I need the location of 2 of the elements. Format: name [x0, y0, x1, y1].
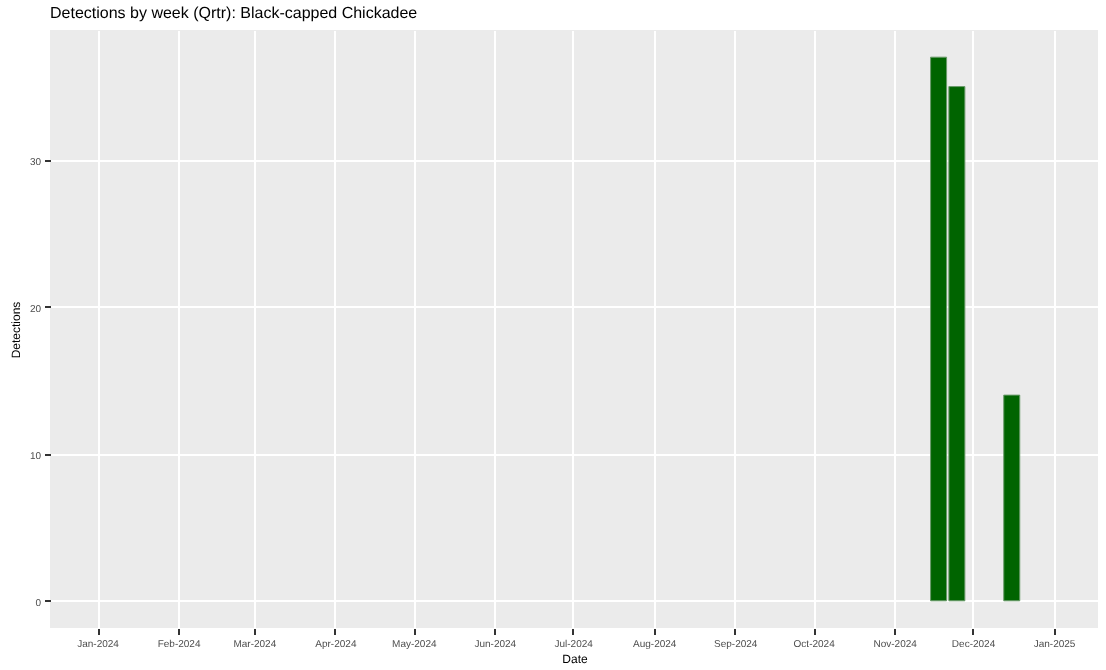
chart-title: Detections by week (Qrtr): Black-capped Chickadee [50, 4, 419, 22]
bar [1003, 394, 1021, 602]
